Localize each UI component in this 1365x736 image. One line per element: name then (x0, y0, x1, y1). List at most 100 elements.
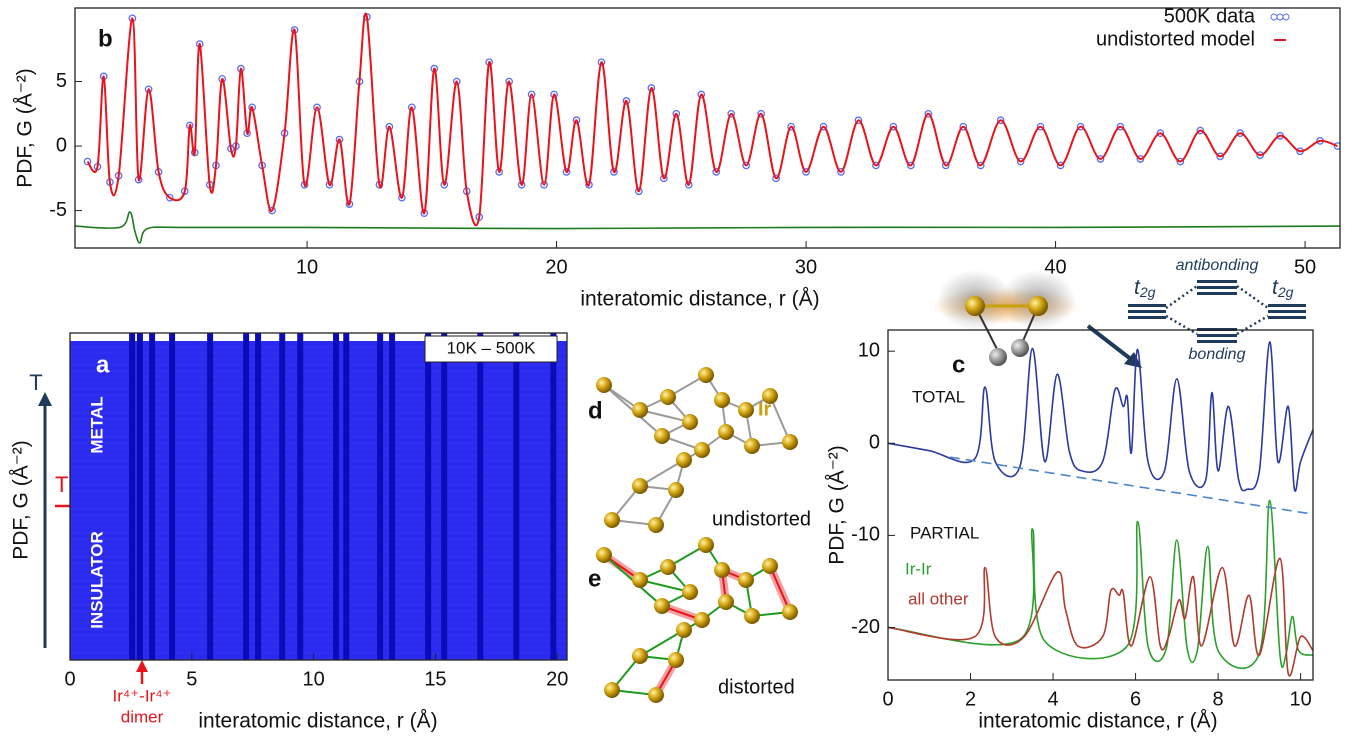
series-line (888, 341, 1313, 492)
ir-atom (714, 562, 730, 578)
ir-atom (668, 652, 684, 668)
data-point (802, 168, 810, 176)
series-line (75, 211, 1340, 244)
panel-label: c (952, 351, 965, 378)
x-tick-label: 50 (1294, 256, 1316, 278)
bond (769, 395, 791, 443)
legend-label: 10K – 500K (447, 338, 537, 357)
ir-atom (738, 402, 754, 418)
x-tick-label: 10 (1289, 688, 1311, 710)
x-tick-label: 6 (1130, 688, 1141, 710)
x-tick-label: 40 (1044, 256, 1066, 278)
bond (769, 565, 791, 613)
x-tick-label: 8 (1213, 688, 1224, 710)
data-point (1116, 122, 1125, 131)
data-point (924, 109, 933, 118)
series-label: all other (908, 589, 969, 608)
ir-atom (596, 377, 612, 393)
ir-atom (668, 482, 684, 498)
data-point (872, 161, 880, 170)
peak-stripe (207, 333, 214, 660)
data-point (787, 122, 795, 131)
level (1268, 304, 1306, 307)
pointer-arrow (1086, 324, 1134, 362)
legend-marker (1270, 13, 1278, 21)
x-tick-label: 10 (303, 668, 325, 690)
series-label: TOTAL (912, 387, 965, 406)
data-point (407, 103, 416, 112)
panel-label: a (96, 351, 110, 378)
x-tick-label: 20 (545, 256, 567, 278)
peak-stripe (389, 333, 396, 660)
data-point (1236, 129, 1245, 138)
x-tick-label: 2 (965, 688, 976, 710)
arrow-head (38, 392, 52, 406)
x-tick-label: 5 (186, 668, 197, 690)
data-point (742, 161, 751, 170)
level (1268, 310, 1306, 313)
t: t (1272, 276, 1279, 299)
peak-stripe (477, 333, 484, 660)
legend-marker (1276, 13, 1284, 21)
data-point (1156, 129, 1165, 138)
peak-stripe (343, 333, 350, 660)
ir-atom (744, 608, 760, 624)
y-tick-label: -10 (851, 524, 880, 546)
legend-marker (1282, 13, 1290, 21)
peak-stripe (550, 333, 557, 660)
y-axis-label: PDF, G (Å⁻²) (826, 445, 849, 565)
bond (639, 579, 691, 593)
data-point (313, 103, 321, 112)
series-line (949, 456, 1313, 516)
level (1268, 316, 1306, 319)
data-point (1016, 157, 1025, 166)
ir-atom (738, 572, 754, 588)
o-atom (1011, 339, 1029, 357)
dimer-label: Ir⁴⁺-Ir⁴⁺ (113, 686, 172, 705)
data-point (1076, 122, 1085, 131)
bond (639, 409, 691, 423)
ir-atom (632, 478, 648, 494)
data-point (268, 206, 276, 215)
heading: PARTIAL (910, 523, 979, 542)
data-point (647, 84, 656, 92)
legend-label: 500K data (1164, 5, 1256, 27)
dimer-label: dimer (121, 707, 164, 726)
data-point (83, 157, 92, 166)
bond (639, 459, 685, 487)
ir-atom (682, 584, 698, 600)
data-point (889, 122, 898, 131)
data-point (540, 180, 548, 189)
arrow-head (1124, 352, 1142, 368)
panel-label: e (588, 565, 601, 592)
x-tick-label: 15 (424, 668, 446, 690)
transition-main: T (55, 472, 68, 497)
ir-atom (682, 414, 698, 430)
y-tick-label: -5 (49, 199, 67, 221)
data-point (550, 90, 558, 99)
ir-atom (660, 559, 676, 575)
x-tick-label: 10 (296, 256, 318, 278)
bond (639, 629, 685, 657)
orbital-label: t2g (1134, 276, 1156, 300)
data-point (659, 174, 668, 183)
data-point (527, 90, 536, 99)
level (1197, 286, 1237, 289)
level (1128, 310, 1166, 313)
ir-atom (782, 604, 798, 620)
data-point (976, 161, 985, 170)
series-line (86, 12, 1338, 227)
data-point (398, 193, 406, 202)
y-axis-label: PDF, G (Å⁻²) (14, 68, 37, 188)
peak-stripe (297, 333, 304, 660)
y-tick-label: -20 (851, 616, 880, 638)
y-tick-label: 5 (56, 70, 67, 92)
ir-atom (698, 367, 714, 383)
antibonding-label: antibonding (1176, 257, 1259, 274)
ir-atom (654, 598, 670, 614)
orbital-label: t2g (1272, 276, 1294, 300)
data-point (165, 193, 174, 202)
structure-label: undistorted (712, 508, 811, 530)
data-point (635, 187, 643, 196)
